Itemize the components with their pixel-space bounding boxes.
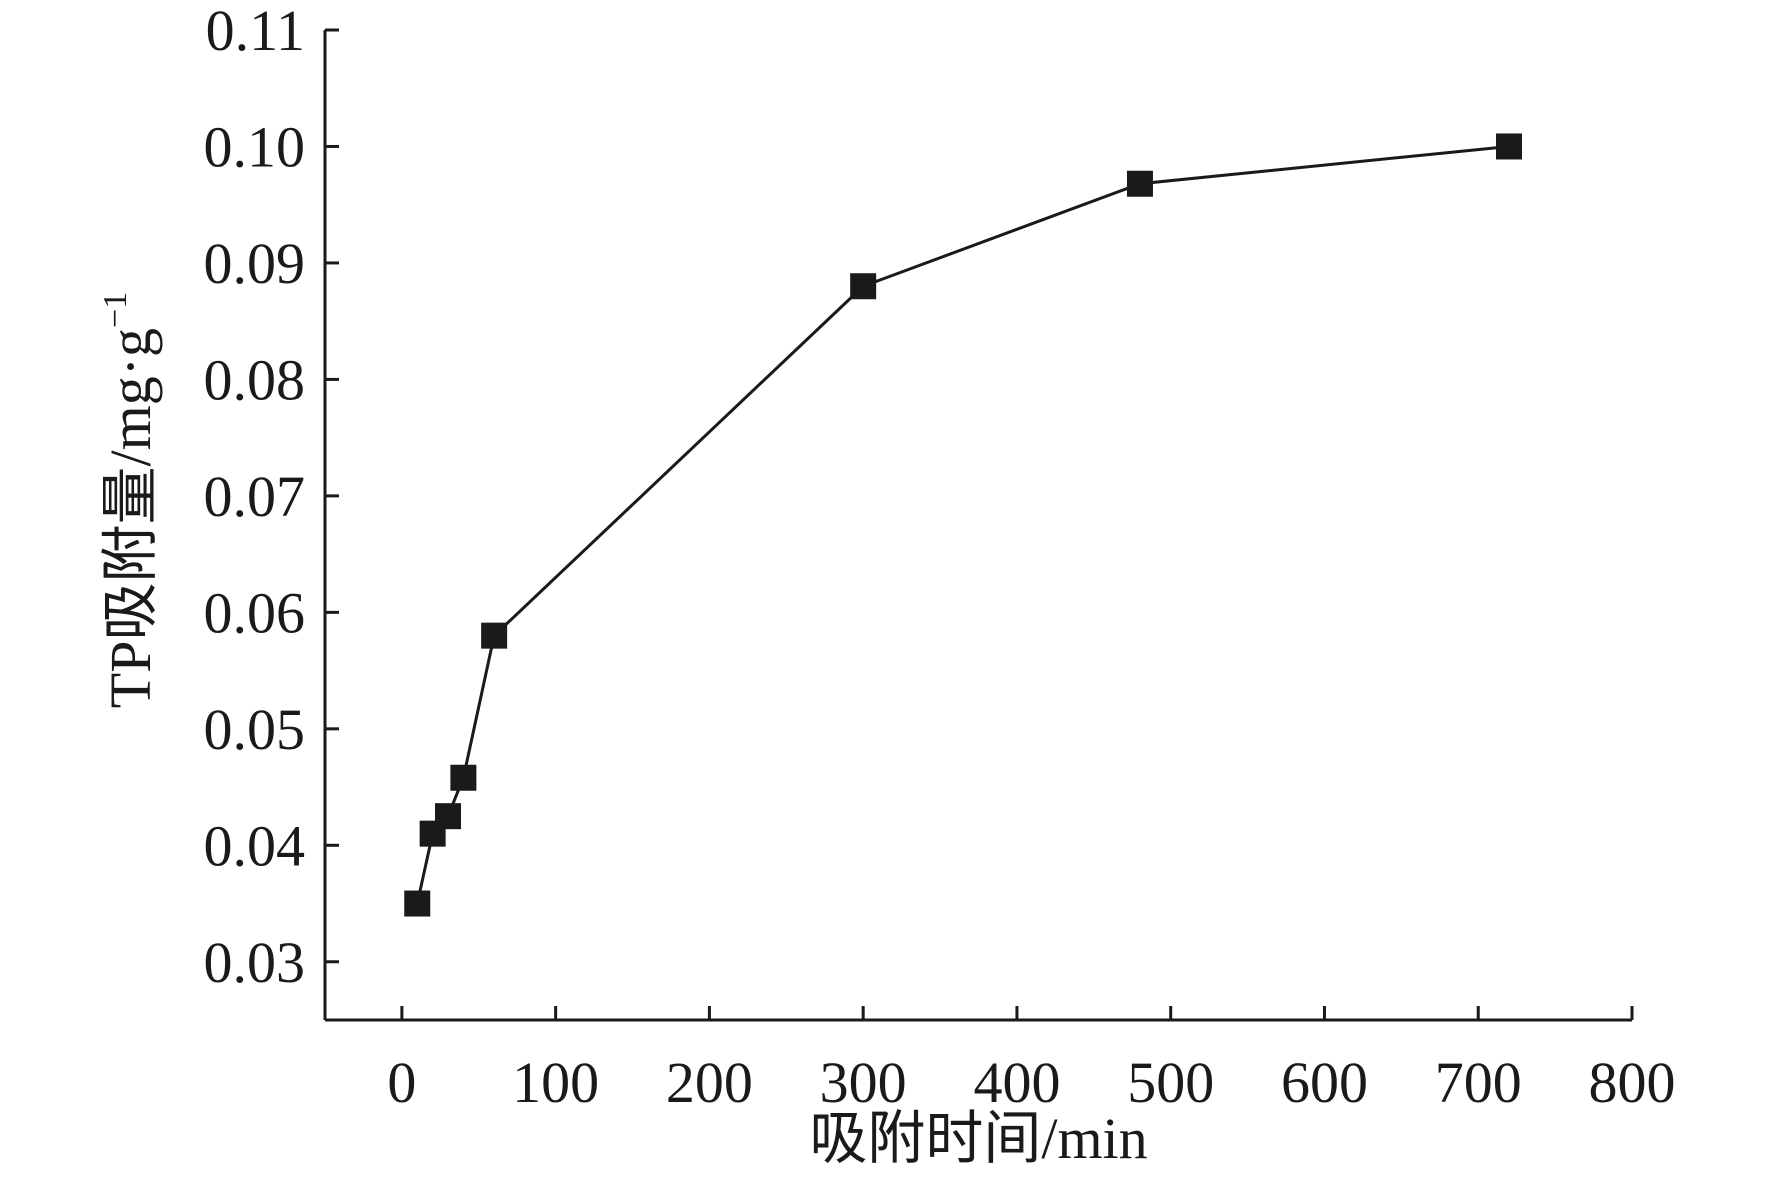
data-point-marker: [1495, 133, 1522, 160]
data-point-marker: [404, 890, 431, 917]
data-point-marker: [850, 273, 877, 300]
data-point-marker: [450, 764, 477, 791]
y-tick-label: 0.03: [204, 930, 306, 995]
x-tick-label: 0: [387, 1050, 416, 1115]
y-tick-label: 0.07: [204, 464, 306, 529]
x-tick-label: 700: [1435, 1050, 1522, 1115]
x-tick-label: 100: [512, 1050, 599, 1115]
svg-text:TP吸附量/mg·g−1: TP吸附量/mg·g−1: [97, 292, 163, 708]
axes: [323, 30, 1632, 1022]
series-line: [415, 144, 1510, 904]
x-tick-label: 200: [666, 1050, 753, 1115]
x-tick-label: 600: [1281, 1050, 1368, 1115]
y-tick-label: 0.04: [204, 813, 306, 878]
x-ticks: 0 100 200 300 400 500 600 700 800: [387, 1006, 1676, 1115]
x-tick-label: 300: [820, 1050, 907, 1115]
x-tick-label: 400: [973, 1050, 1060, 1115]
y-axis-title: TP吸附量/mg·g−1: [97, 292, 163, 708]
y-tick-label: 0.10: [204, 114, 306, 179]
x-tick-label: 800: [1589, 1050, 1676, 1115]
x-axis-title: 吸附时间/min: [809, 1106, 1147, 1171]
y-axis-title-superscript: −1: [97, 292, 134, 328]
y-tick-label: 0.06: [204, 580, 306, 645]
y-tick-label: 0.11: [206, 0, 305, 63]
data-point-marker: [1126, 170, 1153, 197]
data-point-marker: [435, 803, 462, 830]
y-ticks: 0.03 0.04 0.05 0.06 0.07 0.08 0.09 0.10 0.11: [204, 0, 339, 995]
series-layer: [404, 133, 1522, 917]
x-tick-label: 500: [1127, 1050, 1214, 1115]
y-tick-label: 0.05: [204, 697, 306, 762]
data-point-marker: [481, 622, 508, 649]
y-axis-title-main: TP吸附量/mg·g: [98, 328, 163, 708]
y-tick-label: 0.08: [204, 347, 306, 412]
y-tick-label: 0.09: [204, 231, 306, 296]
